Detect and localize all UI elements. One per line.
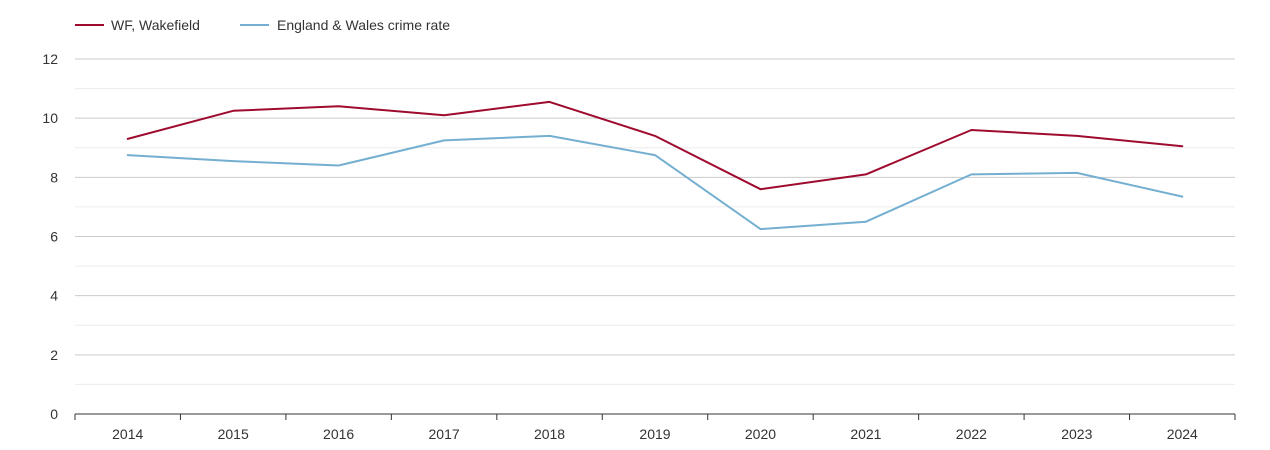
x-tick-label: 2024 bbox=[1167, 426, 1198, 442]
x-tick-label: 2014 bbox=[112, 426, 143, 442]
y-tick-label: 12 bbox=[42, 51, 58, 67]
y-tick-label: 10 bbox=[42, 110, 58, 126]
series-line-wakefield bbox=[126, 100, 1184, 191]
y-tick-label: 0 bbox=[50, 406, 58, 422]
x-tick-label: 2020 bbox=[745, 426, 776, 442]
x-tick-label: 2021 bbox=[850, 426, 881, 442]
x-tick-label: 2015 bbox=[218, 426, 249, 442]
series-lines bbox=[126, 100, 1184, 231]
x-tick-label: 2016 bbox=[323, 426, 354, 442]
y-tick-label: 4 bbox=[50, 288, 58, 304]
y-tick-label: 6 bbox=[50, 229, 58, 245]
series-line-england-wales bbox=[126, 134, 1184, 231]
x-tick-label: 2018 bbox=[534, 426, 565, 442]
legend-label-england-wales: England & Wales crime rate bbox=[277, 17, 450, 33]
x-tick-label: 2023 bbox=[1061, 426, 1092, 442]
grid-lines bbox=[75, 58, 1235, 385]
axes: 0 2 4 6 8 10 12 2014 2015 2016 2017 2018 2019 2020 202… bbox=[42, 51, 1236, 442]
y-tick-label: 2 bbox=[50, 347, 58, 363]
x-tick-label: 2022 bbox=[956, 426, 987, 442]
x-tick-label: 2017 bbox=[429, 426, 460, 442]
legend: WF, Wakefield England & Wales crime rate bbox=[75, 17, 450, 33]
y-tick-label: 8 bbox=[50, 169, 58, 185]
x-tick-label: 2019 bbox=[639, 426, 670, 442]
legend-label-wakefield: WF, Wakefield bbox=[111, 17, 200, 33]
